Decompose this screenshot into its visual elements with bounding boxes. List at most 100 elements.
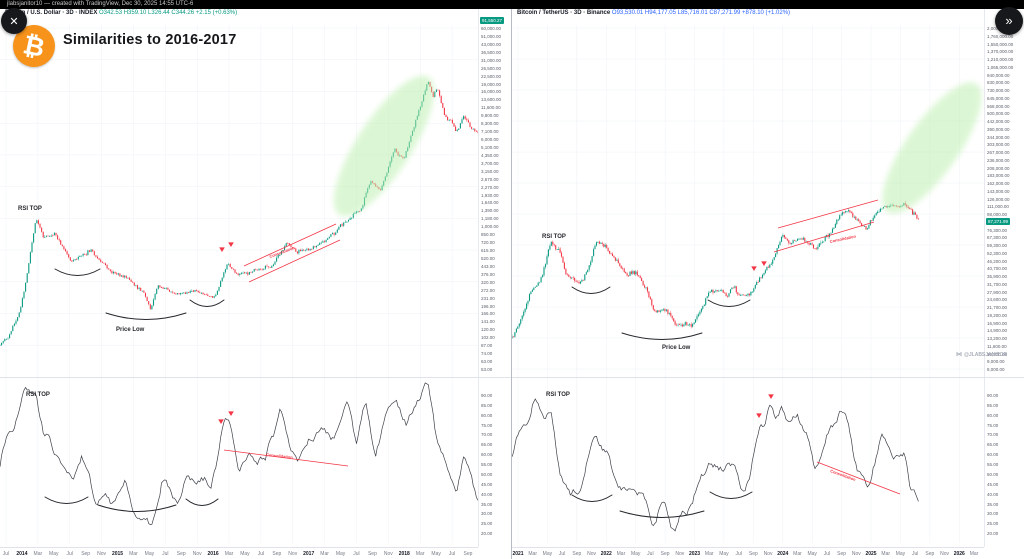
- branding-overlay: ₿ Similarities to 2016-2017: [9, 21, 236, 71]
- close-icon: ✕: [9, 15, 19, 28]
- watermark-logo-icon: ⋈: [956, 352, 962, 358]
- down-arrow-icon[interactable]: [761, 261, 767, 266]
- price-tick: 162,000.00: [987, 181, 1010, 186]
- expand-button[interactable]: »: [995, 7, 1023, 35]
- candle-bodies-down: [512, 203, 919, 338]
- low-arc[interactable]: [707, 299, 751, 307]
- low-arc[interactable]: [105, 312, 187, 320]
- down-arrow-icon[interactable]: [228, 411, 234, 416]
- rsi-line: [512, 398, 919, 532]
- annotation-label[interactable]: Consolidation: [266, 452, 294, 460]
- highlight-ellipse: [882, 82, 982, 214]
- price-tick: 11,600.00: [481, 105, 501, 111]
- pane-separator[interactable]: [0, 377, 511, 378]
- annotation-label[interactable]: Consolidation: [830, 468, 857, 482]
- price-tick: 9,000.00: [987, 359, 1005, 365]
- time-tick: Jul: [735, 551, 742, 557]
- low-arc[interactable]: [44, 496, 89, 504]
- time-tick: May: [895, 551, 906, 557]
- trend-line[interactable]: [243, 223, 337, 267]
- trend-line[interactable]: [777, 199, 879, 229]
- price-tick: 27,900.00: [987, 289, 1008, 295]
- price-tick: 320.00: [481, 279, 495, 285]
- time-tick: Jul: [558, 551, 566, 557]
- time-tick: Nov: [288, 551, 298, 557]
- down-arrow-icon[interactable]: [228, 242, 234, 247]
- rsi-tick: 35.00: [987, 501, 999, 507]
- trend-line[interactable]: [223, 449, 349, 467]
- time-axis-left[interactable]: Jul 2014 Mar May Jul Sep Nov 2015 Mar May Jul Sep No…: [0, 547, 478, 559]
- trend-line[interactable]: [816, 461, 901, 495]
- time-tick: Mar: [616, 551, 626, 557]
- annotation-label[interactable]: Consolidation: [269, 245, 296, 259]
- price-tick: 141.00: [481, 319, 495, 325]
- annotation-label[interactable]: RSI TOP: [26, 392, 50, 398]
- low-arc[interactable]: [97, 504, 177, 512]
- price-tick: 36,500.00: [481, 49, 502, 55]
- low-arc[interactable]: [621, 332, 703, 340]
- symbol-header-right[interactable]: Bitcoin / TetherUS · 3D · Binance O93,53…: [517, 10, 790, 17]
- time-tick: 2023: [688, 551, 701, 557]
- trend-line[interactable]: [248, 239, 341, 283]
- price-tick: 111,000.00: [987, 204, 1009, 210]
- low-arc[interactable]: [185, 498, 219, 506]
- rsi-tick: 40.00: [481, 491, 493, 497]
- price-rsi-chart-left[interactable]: RSI TOP Price Low Consolidation RSI TOP Cons…: [0, 0, 478, 559]
- time-tick: Sep: [81, 551, 91, 557]
- down-arrow-icon[interactable]: [756, 413, 762, 418]
- time-tick: Nov: [763, 551, 773, 557]
- annotation-label[interactable]: Price Low: [116, 327, 145, 333]
- trend-line[interactable]: [773, 221, 875, 253]
- low-arc[interactable]: [571, 494, 613, 502]
- down-arrow-icon[interactable]: [768, 394, 774, 399]
- price-axis-left[interactable]: 60,000.00 51,000.00 43,000.00 36,500.00 31,0…: [478, 0, 511, 547]
- low-arc[interactable]: [189, 299, 225, 307]
- annotation-label[interactable]: RSI TOP: [18, 206, 42, 212]
- price-tick: 1,550,000.00: [987, 41, 1014, 47]
- low-arc[interactable]: [709, 491, 753, 499]
- time-axis-right[interactable]: 2021 Mar May Jul Sep Nov 2022 Mar May Jul Sep Nov 20…: [512, 547, 984, 559]
- time-tick: 2026: [953, 551, 965, 557]
- price-tick: 51,000.00: [481, 33, 502, 39]
- pane-separator[interactable]: [512, 377, 1024, 378]
- price-tick: 22,500.00: [481, 73, 502, 79]
- low-arc[interactable]: [619, 510, 705, 518]
- symbol-header-left[interactable]: Bitcoin / U.S. Dollar · 3D · INDEX O342.…: [5, 10, 237, 17]
- time-tick: Jul: [448, 551, 456, 557]
- annotation-label[interactable]: Consolidation: [829, 233, 857, 244]
- price-tick: 1,370,000.00: [987, 49, 1014, 55]
- price-tick: 272.00: [481, 287, 495, 293]
- down-arrow-icon[interactable]: [751, 266, 757, 271]
- annotation-label[interactable]: Price Low: [662, 345, 691, 351]
- time-tick: 2022: [600, 551, 612, 557]
- price-axis-right[interactable]: 2,000,000.001,760,000.001,550,000.001,37…: [984, 0, 1024, 547]
- time-tick: Jul: [911, 551, 919, 557]
- annotation-label[interactable]: RSI TOP: [546, 392, 570, 398]
- annotation-label[interactable]: RSI TOP: [542, 234, 566, 240]
- rsi-tick: 40.00: [987, 491, 999, 497]
- rsi-tick: 30.00: [481, 511, 493, 517]
- price-tick: 720.00: [481, 240, 495, 246]
- price-tick: 4,350.00: [481, 152, 499, 158]
- price-tick: 1,000.00: [481, 224, 499, 230]
- rsi-tick: 50.00: [481, 471, 493, 477]
- rsi-tick: 20.00: [481, 531, 493, 537]
- price-tick: 5,100.00: [481, 144, 499, 150]
- panel-divider: [511, 0, 512, 559]
- rsi-tick: 55.00: [481, 462, 493, 467]
- price-tick: 19,200.00: [987, 312, 1008, 318]
- down-arrow-icon[interactable]: [219, 247, 225, 252]
- price-tick: 67,300.00: [987, 235, 1008, 241]
- low-arc[interactable]: [54, 268, 101, 276]
- price-tick: 13,600.00: [481, 97, 502, 103]
- time-tick: 2025: [865, 551, 877, 557]
- down-arrow-icon[interactable]: [218, 419, 224, 424]
- time-tick: Jul: [66, 551, 73, 557]
- time-tick: Nov: [383, 551, 393, 557]
- close-button[interactable]: ✕: [1, 8, 27, 34]
- low-arc[interactable]: [571, 286, 611, 294]
- price-tick: 31,700.00: [987, 281, 1008, 287]
- price-rsi-chart-right[interactable]: RSI TOP Price Low Consolidation RSI TOP Cons…: [512, 0, 984, 559]
- time-tick: May: [49, 551, 59, 557]
- price-tick: 1,760,000.00: [987, 33, 1014, 39]
